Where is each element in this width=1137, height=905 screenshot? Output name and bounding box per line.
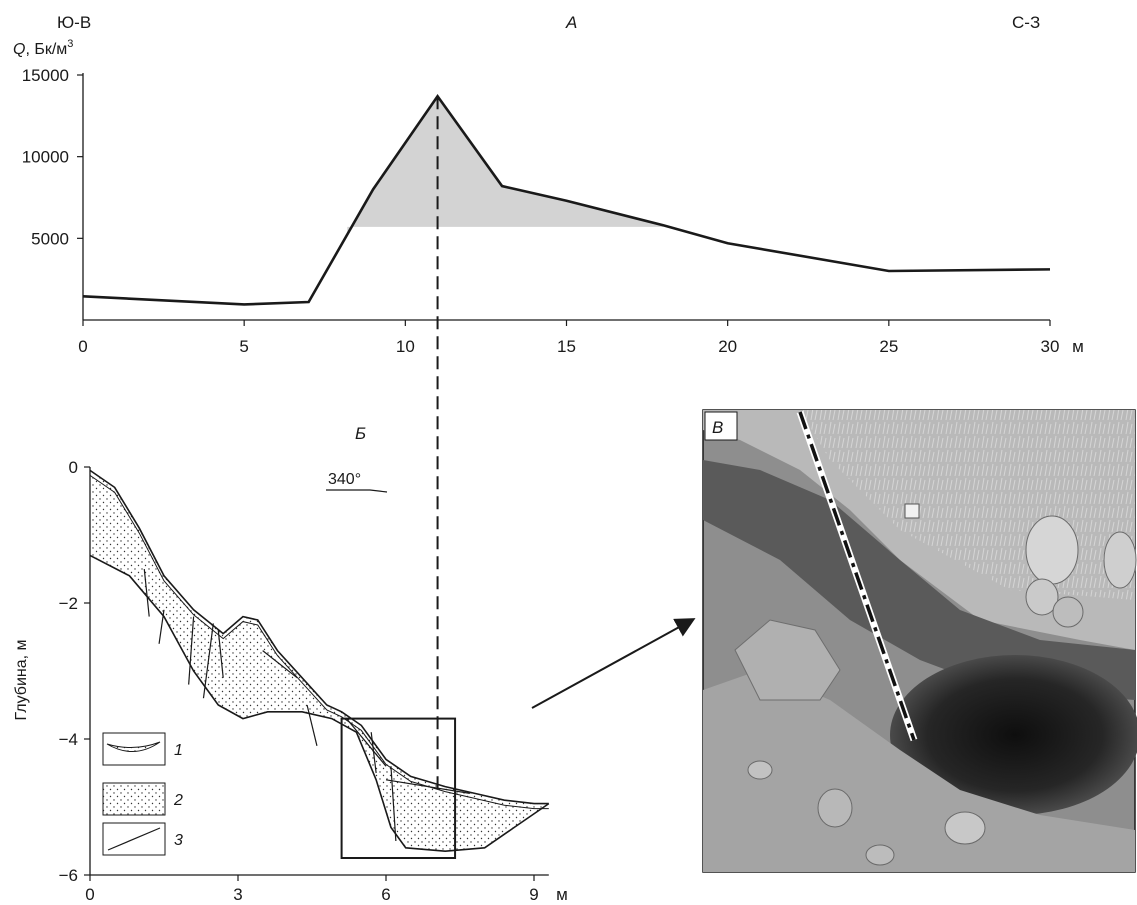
y-tick-label-b: −6 [59,866,78,885]
x-tick-label-a: 0 [78,337,87,356]
legend-b: 1 2 3 [102,732,183,856]
x-tick-label-a: 5 [239,337,248,356]
y-tick-label-b: −2 [59,594,78,613]
panel-v-label-box [704,411,738,441]
photo-rock [747,760,773,780]
fracture-line [370,732,377,774]
x-unit-a: м [1072,337,1084,356]
legend-swatch-2 [102,782,166,816]
corner-label-left: Ю-В [57,13,91,32]
x-unit-b: м [556,885,568,904]
shaded-area [347,96,664,235]
fracture-line [217,630,224,678]
photo-rock [1025,578,1059,616]
photo-rock [1103,531,1137,589]
y-tick-label-b: −4 [59,730,78,749]
panel-v-label: В [712,418,723,437]
legend-lens-symbol [106,741,161,752]
y-tick-label-a: 10000 [22,148,69,167]
ticks-a: 0 5 10 15 20 25 30 м 5000 10000 15000 [22,66,1084,356]
x-tick-label-b: 9 [529,885,538,904]
photo-rock [734,619,841,701]
photo-pit [890,655,1137,815]
x-tick-label-a: 25 [879,337,898,356]
photo-rubble [703,670,1135,872]
data-line [82,93,1051,306]
fracture-line [188,616,195,685]
fracture-line [390,766,397,842]
axes-a [82,73,1050,321]
x-tick-label-b: 3 [233,885,242,904]
deposit-fill [90,470,549,852]
photo-rock [1025,515,1079,585]
panel-a-label: А [565,13,577,32]
azimuth-symbol [326,489,388,493]
x-tick-label-a: 30 [1041,337,1060,356]
x-tick-label-a: 20 [718,337,737,356]
panel-v-photo: В [702,409,1137,873]
photo-rock [1052,596,1084,628]
fracture-line [158,609,165,644]
y-axis-label-b: Глубина, м [13,639,30,720]
x-tick-label-b: 0 [85,885,94,904]
legend-label-2: 2 [173,792,183,809]
photo-rock [817,788,853,828]
y-axis-label-a: Q, Бк/м3 [13,38,73,58]
fracture-line [143,568,150,617]
x-tick-label-a: 15 [557,337,576,356]
base-line [89,554,550,853]
y-tick-label-a: 5000 [31,229,69,248]
surface-line [89,469,549,805]
fracture-line [306,704,318,746]
panel-b-label: Б [355,424,366,443]
shaded-region [347,96,664,235]
fracture-line [346,718,387,767]
y-tick-label-a: 15000 [22,66,69,85]
zoom-box [340,717,457,859]
x-tick-label-b: 6 [381,885,390,904]
panel-b-section: Б 340° Глубина, м 0 3 6 9 м 0 −2 −4 −6 1 2 3 [13,424,568,904]
fracture-line [262,650,298,679]
photo-rock [865,844,895,866]
photo-tag [904,503,920,519]
corner-label-right: С-З [1012,13,1040,32]
x-tick-label-a: 10 [396,337,415,356]
fracture-line [202,623,214,699]
series-a [82,93,1051,306]
azimuth-label: 340° [328,471,361,488]
ticks-b: 0 3 6 9 м 0 −2 −4 −6 [59,458,568,904]
legend-label-3: 3 [174,832,183,849]
photo-soil-band [703,460,1135,700]
photo-fault-line [798,411,916,741]
legend-line-symbol [107,827,161,851]
panel-a-chart: Ю-В А С-З Q, Бк/м3 0 5 10 15 20 25 30 м 5000 1000… [13,13,1084,356]
cross-section [89,469,550,859]
photo-rock [944,811,986,845]
axes-b [89,467,549,876]
callout-arrow [531,618,696,709]
y-tick-label-b: 0 [69,458,78,477]
surface-lens-line [89,474,549,810]
legend-label-1: 1 [174,742,183,759]
